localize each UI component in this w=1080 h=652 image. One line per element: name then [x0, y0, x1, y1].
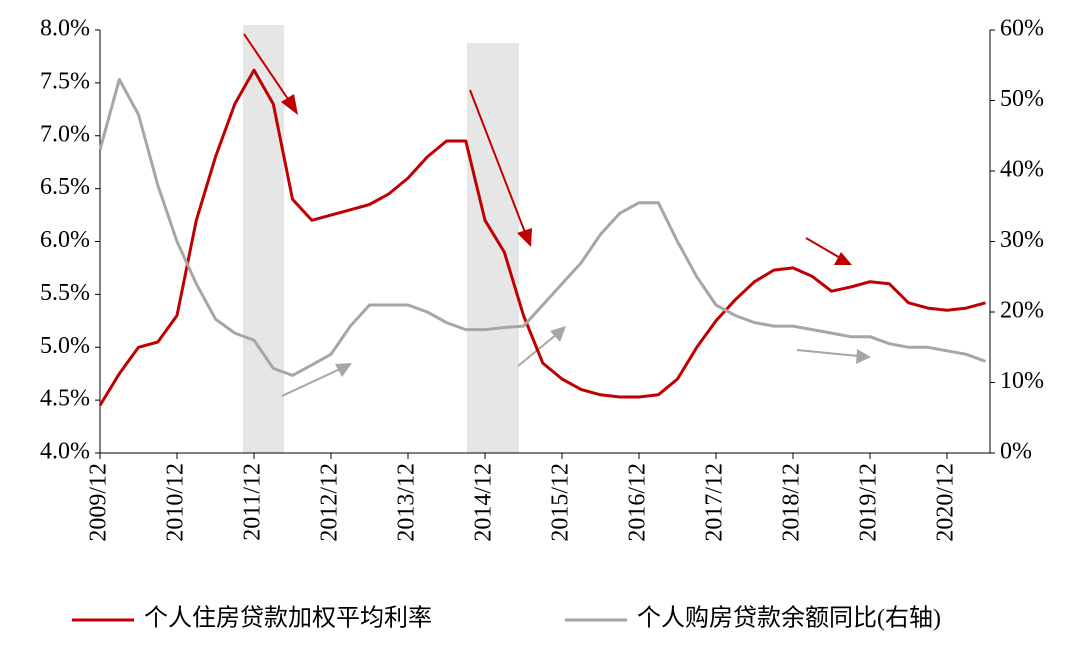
x-tick-label: 2011/12 — [240, 463, 266, 541]
shaded-period — [467, 43, 519, 453]
y2-tick-label: 0% — [1000, 439, 1032, 465]
shaded-period — [243, 25, 284, 453]
x-tick-label: 2019/12 — [856, 463, 882, 542]
x-tick-label: 2012/12 — [317, 463, 343, 542]
x-tick-label: 2018/12 — [779, 463, 805, 542]
y2-tick-label: 60% — [1000, 16, 1044, 42]
legend-label: 个人购房贷款余额同比(右轴) — [637, 605, 941, 632]
y2-tick-label: 40% — [1000, 157, 1044, 183]
x-tick-label: 2013/12 — [394, 463, 420, 542]
series-line — [98, 77, 987, 377]
y2-tick-label: 20% — [1000, 298, 1044, 324]
y2-tick-label: 10% — [1000, 368, 1044, 394]
x-tick-label: 2010/12 — [163, 463, 189, 542]
y-tick-label: 5.0% — [40, 333, 90, 359]
y2-tick-label: 50% — [1000, 86, 1044, 112]
x-tick-label: 2009/12 — [86, 463, 112, 542]
trend-arrows — [243, 33, 871, 397]
x-tick-label: 2020/12 — [933, 463, 959, 542]
y-tick-label: 4.0% — [40, 439, 90, 465]
x-tick-label: 2017/12 — [702, 463, 728, 542]
y2-tick-label: 30% — [1000, 227, 1044, 253]
legend-label: 个人住房贷款加权平均利率 — [144, 605, 432, 632]
y-tick-label: 6.0% — [40, 227, 90, 253]
y-tick-label: 7.5% — [40, 68, 90, 94]
y-tick-label: 6.5% — [40, 174, 90, 200]
x-tick-label: 2015/12 — [548, 463, 574, 542]
y-tick-label: 8.0% — [40, 16, 90, 42]
series-line — [98, 68, 986, 407]
x-tick-label: 2016/12 — [625, 463, 651, 542]
y-tick-label: 5.5% — [40, 280, 90, 306]
y-tick-label: 7.0% — [40, 121, 90, 147]
y-tick-label: 4.5% — [40, 386, 90, 412]
x-tick-label: 2014/12 — [471, 463, 497, 542]
